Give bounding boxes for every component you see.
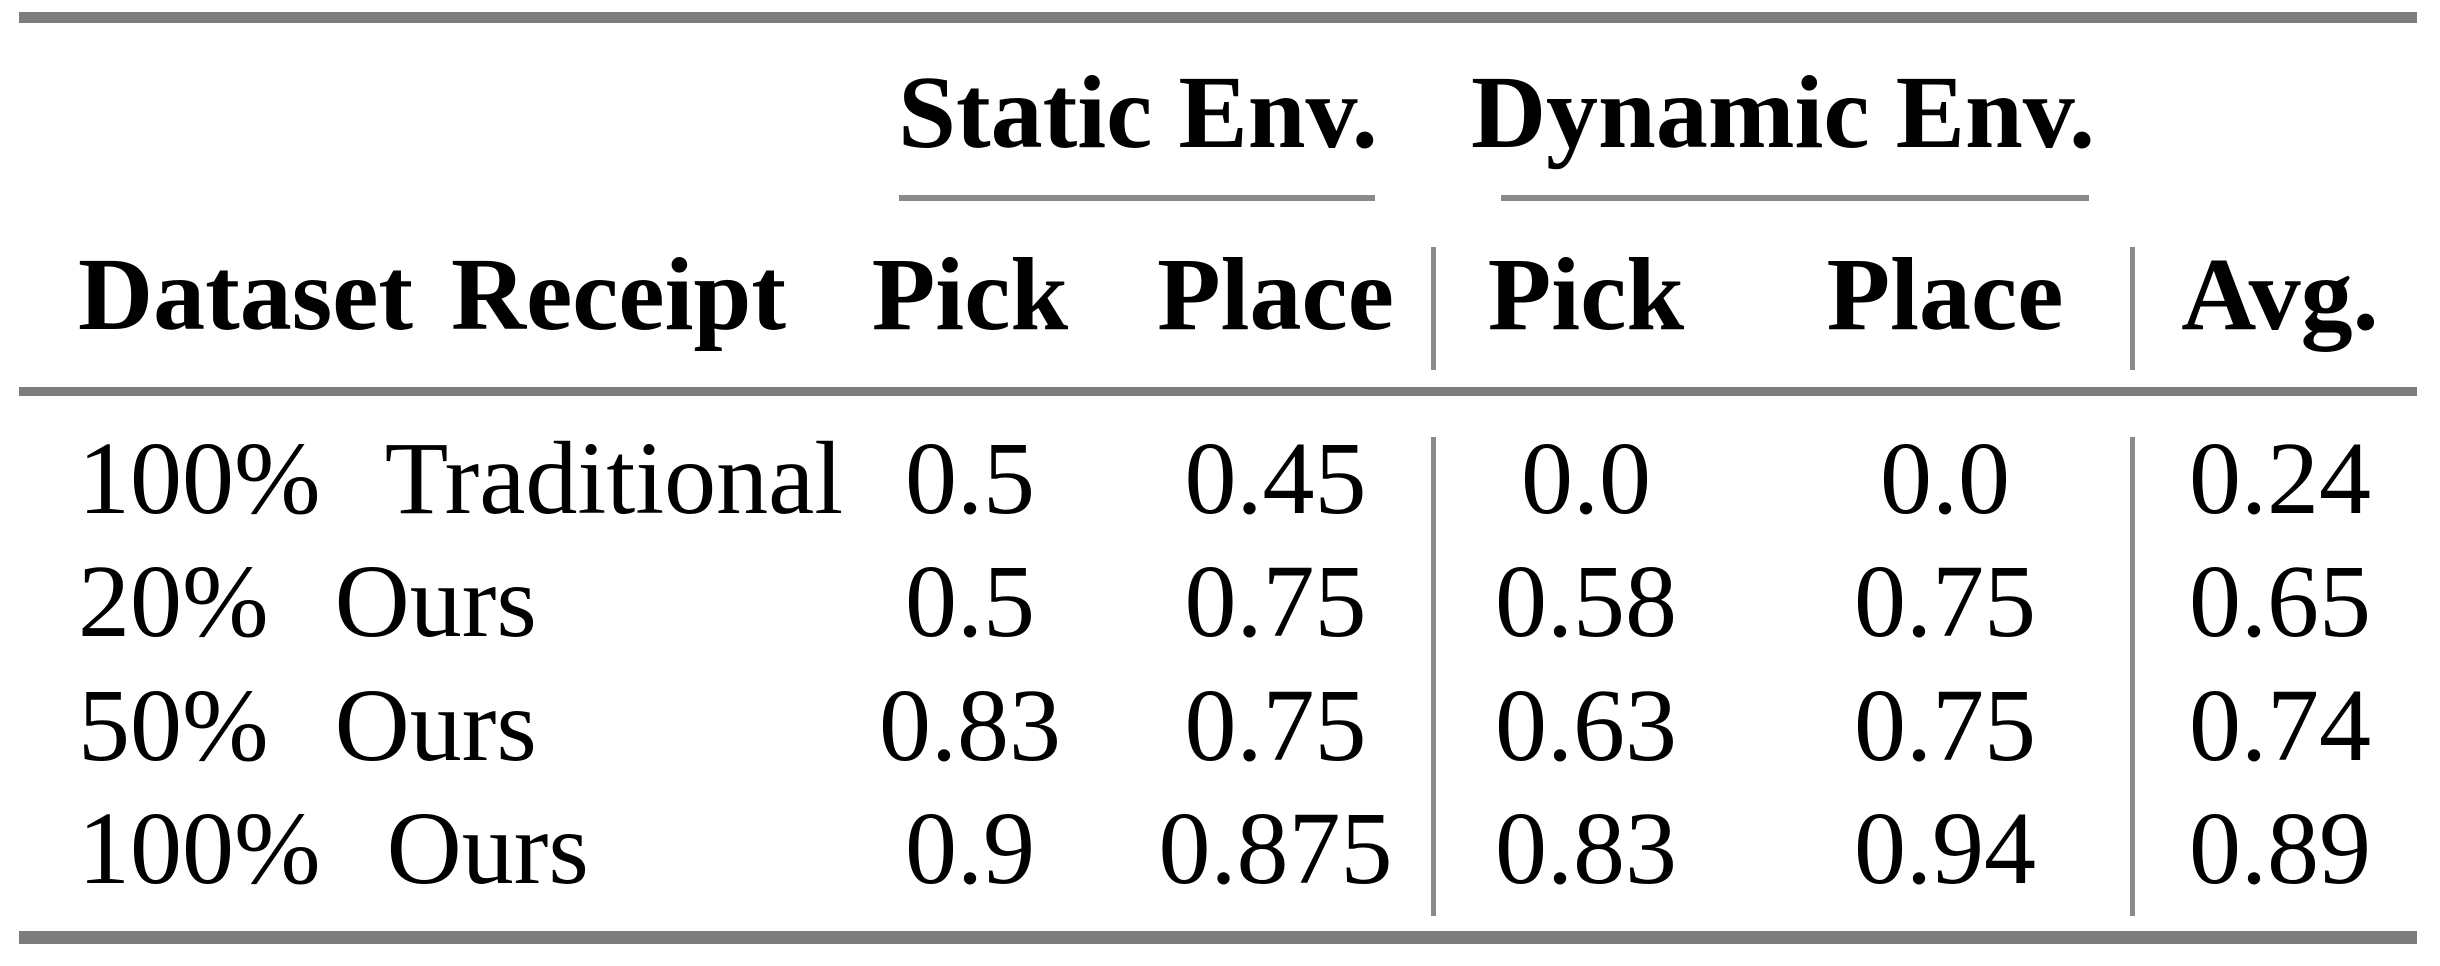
value-static-place: 0.75: [1184, 544, 1367, 659]
table-top-rule: [19, 12, 2417, 23]
header-dynamic-pick: Pick: [1487, 237, 1685, 352]
vertical-separator-2-header: [2130, 247, 2135, 370]
value-dynamic-pick: 0.58: [1495, 544, 1677, 659]
header-avg: Avg.: [2181, 237, 2379, 352]
header-dynamic-place: Place: [1826, 237, 2064, 352]
value-static-place: 0.45: [1184, 421, 1367, 536]
value-dynamic-pick: 0.0: [1521, 421, 1651, 536]
value-static-pick: 0.9: [905, 791, 1035, 906]
value-static-pick: 0.83: [879, 668, 1061, 783]
value-static-place: 0.875: [1158, 791, 1393, 906]
value-static-pick: 0.5: [905, 421, 1035, 536]
dynamic-env-underline: [1501, 195, 2089, 201]
value-dynamic-place: 0.75: [1854, 668, 2036, 783]
value-static-pick: 0.5: [905, 544, 1035, 659]
value-static-place: 0.75: [1184, 668, 1367, 783]
value-avg: 0.24: [2189, 421, 2371, 536]
value-dynamic-pick: 0.83: [1495, 791, 1677, 906]
static-env-underline: [899, 195, 1375, 201]
value-avg: 0.89: [2189, 791, 2371, 906]
row-label: 50% Ours: [78, 668, 537, 783]
header-dataset-receipt: Dataset Receipt: [78, 237, 786, 352]
vertical-separator-1-body: [1431, 437, 1436, 916]
vertical-separator-2-body: [2130, 437, 2135, 916]
header-static-pick: Pick: [871, 237, 1069, 352]
column-group-static-env: Static Env.: [898, 55, 1378, 170]
row-label: 20% Ours: [78, 544, 537, 659]
value-dynamic-place: 0.75: [1854, 544, 2036, 659]
row-label: 100% Traditional: [78, 421, 844, 536]
table-header-rule: [19, 387, 2417, 396]
row-label: 100% Ours: [78, 791, 589, 906]
value-avg: 0.74: [2189, 668, 2371, 783]
table-bottom-rule: [19, 931, 2417, 944]
value-dynamic-place: 0.0: [1880, 421, 2010, 536]
column-group-dynamic-env: Dynamic Env.: [1470, 55, 2096, 170]
value-avg: 0.65: [2189, 544, 2371, 659]
vertical-separator-1-header: [1431, 247, 1436, 370]
value-dynamic-place: 0.94: [1854, 791, 2036, 906]
value-dynamic-pick: 0.63: [1495, 668, 1677, 783]
header-static-place: Place: [1157, 237, 1394, 352]
